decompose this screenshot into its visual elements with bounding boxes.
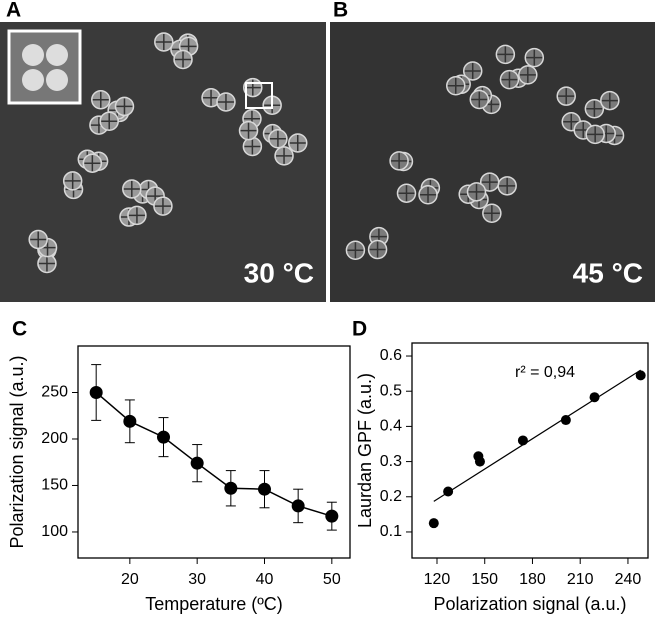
series-line: [95, 391, 333, 517]
data-point: [560, 415, 571, 426]
plot-frame: [77, 345, 351, 559]
data-point: [157, 430, 171, 444]
data-point: [190, 456, 204, 470]
x-tick-label: 180: [519, 571, 546, 588]
inset: [7, 29, 82, 105]
cell-clusters: [28, 32, 625, 274]
y-tick-label: 0.4: [380, 418, 402, 435]
data-point: [474, 456, 485, 467]
data-point: [443, 486, 454, 497]
y-tick-label: 0.1: [380, 523, 402, 540]
data-point: [517, 435, 528, 446]
data-point: [589, 392, 600, 403]
x-axis-label: Temperature (ºC): [145, 594, 283, 614]
x-tick-label: 210: [567, 571, 594, 588]
y-tick-label: 200: [41, 430, 68, 447]
panel-letter: A: [6, 0, 21, 22]
inset-lobe: [22, 69, 44, 91]
inset-marker: [245, 82, 273, 109]
inset-lobe: [46, 44, 68, 66]
panel-letter: D: [352, 318, 367, 341]
y-axis-label: Polarization signal (a.u.): [7, 355, 27, 548]
y-tick-label: 0.3: [380, 453, 402, 470]
y-tick-label: 0.6: [380, 347, 402, 364]
x-tick-label: 240: [615, 571, 642, 588]
inset-lobe: [22, 44, 44, 66]
x-tick-label: 20: [121, 571, 139, 588]
temperature-label: 30 °C: [244, 257, 314, 288]
x-tick-label: 50: [323, 571, 341, 588]
y-tick-label: 0.5: [380, 382, 402, 399]
data-point: [123, 414, 137, 428]
panel-letter: C: [12, 318, 27, 341]
fit-annotation: r² = 0,94: [515, 364, 575, 381]
data-point: [89, 385, 103, 399]
y-tick-label: 150: [41, 477, 68, 494]
x-tick-label: 150: [471, 571, 498, 588]
data-point: [325, 509, 339, 523]
x-tick-label: 30: [188, 571, 206, 588]
data-point: [635, 370, 646, 381]
y-tick-label: 0.2: [380, 488, 402, 505]
x-tick-label: 120: [424, 571, 451, 588]
x-tick-label: 40: [256, 571, 274, 588]
y-tick-label: 250: [41, 384, 68, 401]
x-axis-label: Polarization signal (a.u.): [433, 594, 626, 614]
fit-line: [433, 369, 642, 502]
inset-lobe: [46, 69, 68, 91]
y-axis-label: Laurdan GPF (a.u.): [355, 373, 375, 528]
data-point: [428, 518, 439, 529]
data-point: [291, 499, 305, 513]
data-point: [257, 482, 271, 496]
panel-letter: B: [333, 0, 348, 22]
temperature-label: 45 °C: [573, 257, 643, 288]
plot-frame: [411, 342, 649, 559]
data-point: [224, 481, 238, 495]
y-tick-label: 100: [41, 523, 68, 540]
